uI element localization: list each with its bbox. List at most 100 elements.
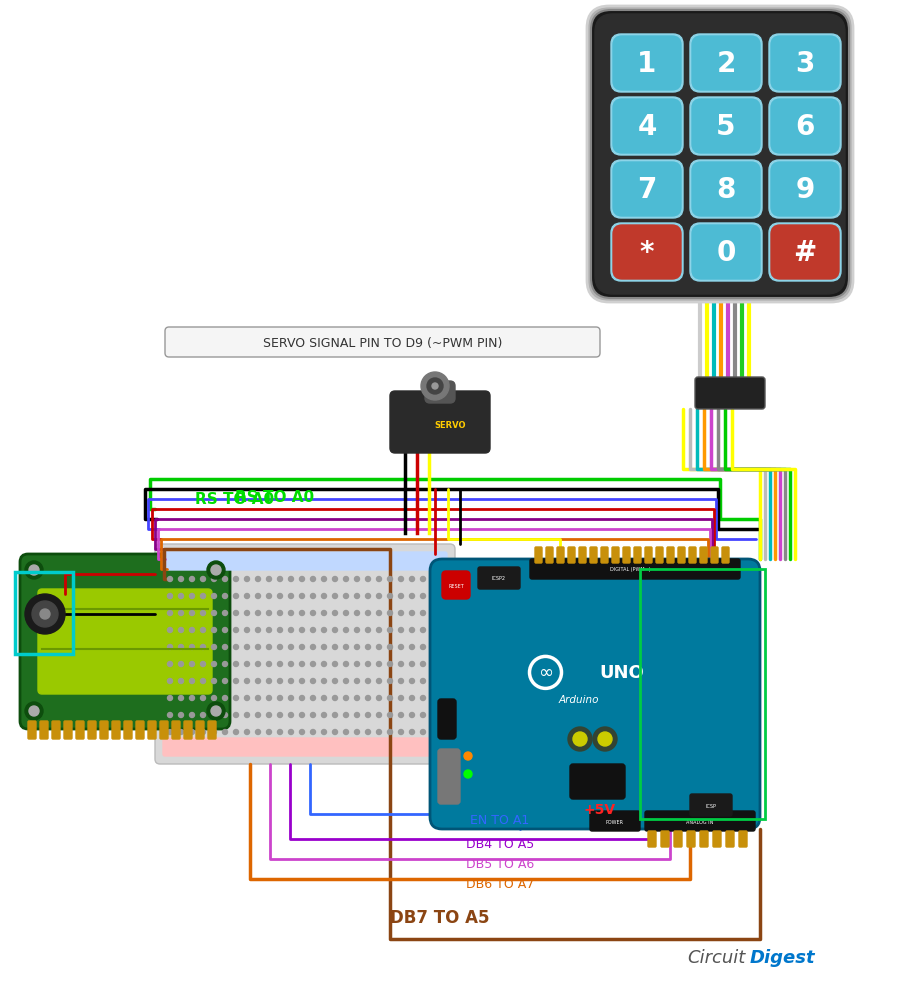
FancyBboxPatch shape — [645, 811, 755, 831]
Circle shape — [266, 577, 272, 582]
Circle shape — [25, 595, 65, 634]
Circle shape — [167, 713, 173, 718]
Text: DB7 TO A5: DB7 TO A5 — [391, 908, 490, 926]
Circle shape — [190, 713, 194, 718]
Circle shape — [310, 611, 316, 616]
Circle shape — [420, 628, 426, 633]
Circle shape — [201, 628, 205, 633]
Circle shape — [40, 609, 50, 619]
Circle shape — [420, 730, 426, 735]
Circle shape — [355, 696, 359, 701]
Circle shape — [376, 713, 382, 718]
Circle shape — [222, 696, 228, 701]
Circle shape — [376, 594, 382, 599]
Circle shape — [201, 678, 205, 684]
Text: ANALOG IN: ANALOG IN — [687, 818, 714, 823]
Circle shape — [376, 628, 382, 633]
Circle shape — [410, 628, 415, 633]
Circle shape — [29, 565, 39, 576]
Circle shape — [289, 696, 293, 701]
Circle shape — [355, 628, 359, 633]
Circle shape — [332, 696, 338, 701]
Circle shape — [399, 730, 403, 735]
Circle shape — [332, 577, 338, 582]
FancyBboxPatch shape — [64, 722, 72, 740]
Circle shape — [365, 645, 371, 650]
Circle shape — [212, 577, 217, 582]
FancyBboxPatch shape — [769, 161, 841, 219]
FancyBboxPatch shape — [148, 722, 156, 740]
Circle shape — [29, 706, 39, 716]
Circle shape — [222, 628, 228, 633]
Circle shape — [420, 696, 426, 701]
Circle shape — [201, 577, 205, 582]
Circle shape — [388, 594, 392, 599]
Circle shape — [245, 662, 249, 667]
Circle shape — [332, 628, 338, 633]
Circle shape — [167, 696, 173, 701]
FancyBboxPatch shape — [184, 722, 192, 740]
Circle shape — [310, 594, 316, 599]
FancyBboxPatch shape — [690, 794, 732, 816]
Circle shape — [212, 662, 217, 667]
Circle shape — [399, 594, 403, 599]
Circle shape — [388, 611, 392, 616]
FancyBboxPatch shape — [648, 831, 656, 847]
Circle shape — [310, 628, 316, 633]
Circle shape — [399, 628, 403, 633]
Text: 9: 9 — [796, 176, 814, 204]
Circle shape — [568, 728, 592, 751]
Circle shape — [277, 678, 283, 684]
Text: EN TO A1: EN TO A1 — [471, 812, 529, 825]
Circle shape — [310, 730, 316, 735]
Circle shape — [365, 662, 371, 667]
FancyBboxPatch shape — [613, 100, 681, 154]
Text: 1: 1 — [637, 50, 657, 78]
Circle shape — [344, 678, 348, 684]
Circle shape — [427, 379, 443, 394]
FancyBboxPatch shape — [700, 547, 707, 563]
Circle shape — [388, 678, 392, 684]
Circle shape — [344, 594, 348, 599]
Text: SERVO SIGNAL PIN TO D9 (~PWM PIN): SERVO SIGNAL PIN TO D9 (~PWM PIN) — [263, 336, 502, 349]
Text: Circuit: Circuit — [687, 948, 745, 966]
Circle shape — [321, 577, 327, 582]
Circle shape — [321, 730, 327, 735]
Circle shape — [420, 611, 426, 616]
Circle shape — [573, 733, 587, 746]
FancyBboxPatch shape — [478, 567, 520, 590]
Circle shape — [167, 594, 173, 599]
Text: 5: 5 — [716, 112, 736, 141]
Circle shape — [376, 645, 382, 650]
FancyBboxPatch shape — [695, 378, 765, 409]
Circle shape — [256, 594, 260, 599]
FancyBboxPatch shape — [711, 547, 718, 563]
Circle shape — [212, 678, 217, 684]
Circle shape — [201, 594, 205, 599]
Circle shape — [266, 662, 272, 667]
Text: 6: 6 — [796, 112, 814, 141]
Text: ICSP2: ICSP2 — [492, 576, 506, 581]
Circle shape — [222, 577, 228, 582]
FancyBboxPatch shape — [88, 722, 96, 740]
FancyBboxPatch shape — [38, 590, 212, 694]
Circle shape — [332, 678, 338, 684]
Text: 8: 8 — [716, 176, 735, 204]
Circle shape — [399, 696, 403, 701]
Circle shape — [222, 730, 228, 735]
Circle shape — [201, 611, 205, 616]
Circle shape — [464, 752, 472, 760]
Circle shape — [344, 662, 348, 667]
FancyBboxPatch shape — [557, 547, 564, 563]
Circle shape — [421, 373, 449, 400]
FancyBboxPatch shape — [155, 544, 455, 764]
FancyBboxPatch shape — [430, 559, 760, 829]
Circle shape — [222, 611, 228, 616]
FancyBboxPatch shape — [530, 559, 740, 580]
FancyBboxPatch shape — [611, 161, 683, 219]
Circle shape — [212, 594, 217, 599]
Circle shape — [332, 730, 338, 735]
FancyBboxPatch shape — [425, 382, 455, 403]
Circle shape — [233, 662, 238, 667]
FancyBboxPatch shape — [656, 547, 663, 563]
